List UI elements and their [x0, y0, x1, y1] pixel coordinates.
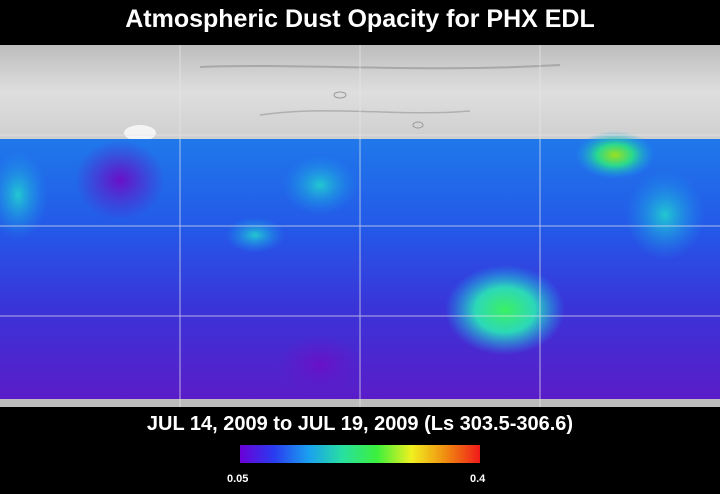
colorbar-min-label: 0.05	[227, 473, 249, 485]
date-range-label: JUL 14, 2009 to JUL 19, 2009 (Ls 303.5-3…	[146, 413, 574, 435]
dust-hotspot-south	[445, 265, 565, 355]
map-gridlines	[0, 45, 720, 407]
dust-opacity-map	[0, 45, 720, 407]
opacity-colorbar	[240, 445, 480, 463]
colorbar-max-label: 0.4	[470, 473, 486, 485]
dust-hotspot-north	[575, 131, 655, 179]
map-title: Atmospheric Dust Opacity for PHX EDL	[125, 5, 595, 33]
